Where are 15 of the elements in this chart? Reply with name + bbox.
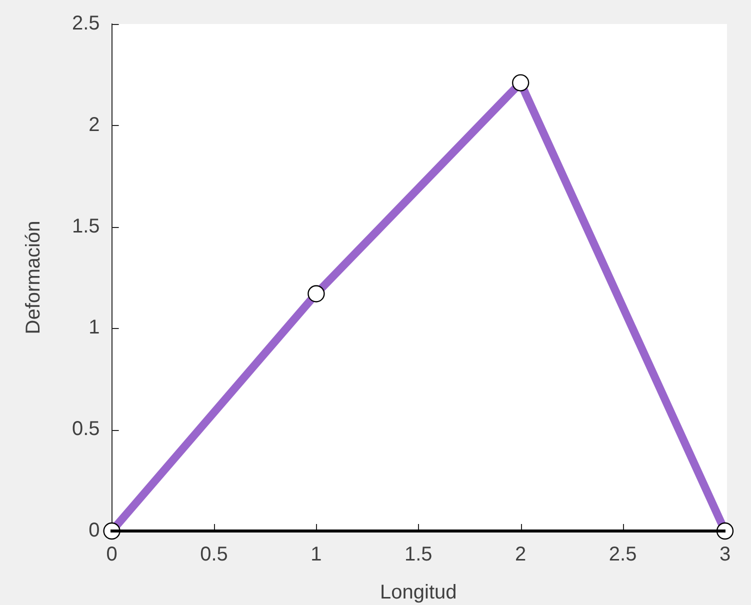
x-tick-label: 2 (515, 544, 526, 566)
y-tick-label: 1.5 (72, 215, 100, 238)
y-tick-label: 0 (88, 520, 100, 542)
y-tick-label: 2 (88, 114, 100, 136)
y-tick-label: 2.5 (72, 12, 100, 35)
x-tick-label: 3 (719, 544, 731, 566)
x-tick-label: 1 (310, 544, 322, 566)
x-tick-label: 0 (106, 544, 118, 566)
x-tick-label: 1.5 (404, 544, 432, 566)
x-tick-label: 2.5 (608, 544, 637, 566)
y-axis-title: Deformación (22, 220, 45, 334)
x-tick-label: 0.5 (200, 544, 228, 566)
x-axis-title: Longitud (380, 582, 457, 604)
y-tick-label: 1 (88, 316, 100, 339)
y-tick-label: 0.5 (72, 418, 100, 440)
